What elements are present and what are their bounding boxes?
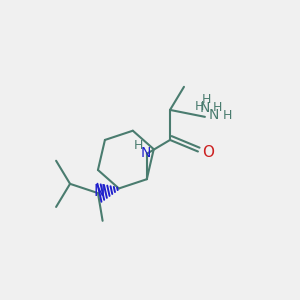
Text: H: H bbox=[134, 139, 143, 152]
Text: N: N bbox=[208, 108, 219, 122]
Text: H: H bbox=[222, 109, 232, 122]
Text: H: H bbox=[194, 100, 204, 113]
Text: N: N bbox=[141, 146, 152, 160]
Text: H: H bbox=[213, 101, 222, 114]
Text: N: N bbox=[200, 100, 210, 115]
Text: N: N bbox=[93, 184, 105, 200]
Text: O: O bbox=[202, 145, 214, 160]
Text: H: H bbox=[201, 93, 211, 106]
